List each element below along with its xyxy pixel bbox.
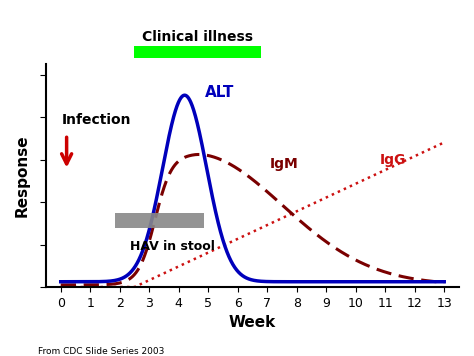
Text: IgM: IgM	[270, 157, 299, 171]
Text: From CDC Slide Series 2003: From CDC Slide Series 2003	[38, 347, 164, 356]
Text: HAV in stool: HAV in stool	[130, 240, 215, 253]
Text: Infection: Infection	[62, 113, 132, 127]
Bar	[115, 213, 204, 228]
Y-axis label: Response: Response	[15, 135, 30, 217]
Text: Clinical illness: Clinical illness	[142, 30, 254, 44]
Bar	[135, 47, 261, 58]
Text: ALT: ALT	[205, 84, 235, 100]
Text: IgG: IgG	[379, 153, 406, 167]
X-axis label: Week: Week	[229, 315, 276, 330]
